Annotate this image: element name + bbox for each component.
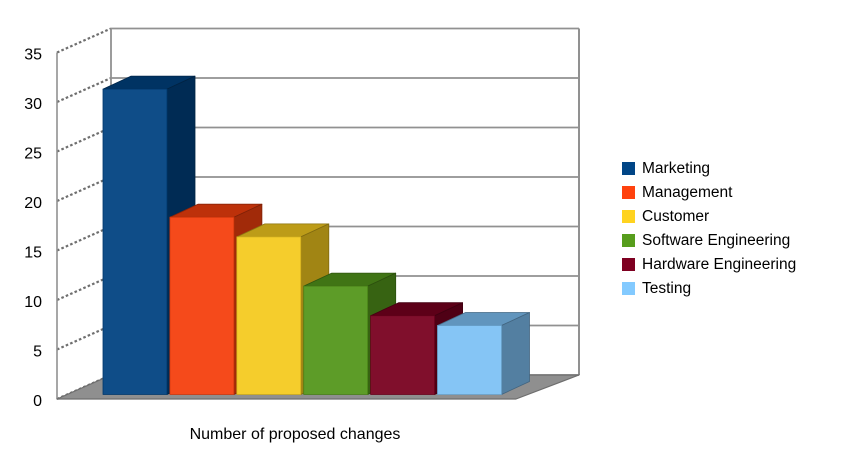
bar-front-testing: [437, 325, 502, 395]
bar-front-management: [169, 216, 235, 395]
legend-swatch-icon: [622, 281, 635, 295]
y-axis-tick-label: 25: [24, 146, 42, 163]
legend-swatch-icon: [622, 209, 635, 223]
left-wall-gridline: [56, 324, 112, 351]
legend-item: Software Engineering: [622, 231, 790, 250]
legend-swatch-icon: [622, 257, 635, 271]
left-wall-gridline: [56, 76, 112, 104]
legend-label: Software Engineering: [642, 231, 791, 249]
y-axis-tick-label: 30: [24, 96, 42, 113]
left-wall-gridline: [56, 27, 112, 54]
legend-swatch-icon: [622, 233, 635, 247]
legend-swatch-icon: [622, 162, 635, 175]
y-axis-tick-label: 15: [24, 245, 42, 262]
legend-item: Marketing: [622, 159, 710, 178]
bar-front-hardware-engineering: [370, 315, 436, 395]
left-wall-gridline: [56, 126, 112, 153]
y-axis-tick-label: 20: [24, 195, 42, 212]
legend-label: Management: [642, 183, 733, 201]
x-axis-title: Number of proposed changes: [189, 426, 401, 443]
bar-front-marketing: [102, 88, 168, 395]
legend-label: Customer: [642, 207, 710, 225]
bar-front-customer: [236, 236, 302, 395]
bar-front-software-engineering: [303, 285, 369, 395]
legend-swatch-icon: [622, 185, 635, 199]
legend-item: Testing: [622, 279, 691, 298]
y-axis-tick-label: 0: [33, 393, 42, 410]
legend-label: Testing: [642, 279, 692, 297]
left-wall-gridline: [56, 274, 112, 302]
legend-item: Customer: [622, 207, 709, 226]
left-wall: [57, 28, 111, 399]
bar-side-testing: [501, 312, 530, 395]
legend-label: Hardware Engineering: [642, 255, 797, 273]
y-axis-tick-label: 35: [24, 47, 42, 64]
legend-item: Hardware Engineering: [622, 255, 796, 274]
left-wall-gridline: [56, 225, 112, 252]
legend-item: Management: [622, 183, 732, 202]
left-wall-gridline: [56, 175, 112, 203]
legend-label: Marketing: [642, 160, 711, 177]
y-axis-tick-label: 5: [33, 344, 42, 361]
y-axis-tick-label: 10: [24, 294, 42, 311]
